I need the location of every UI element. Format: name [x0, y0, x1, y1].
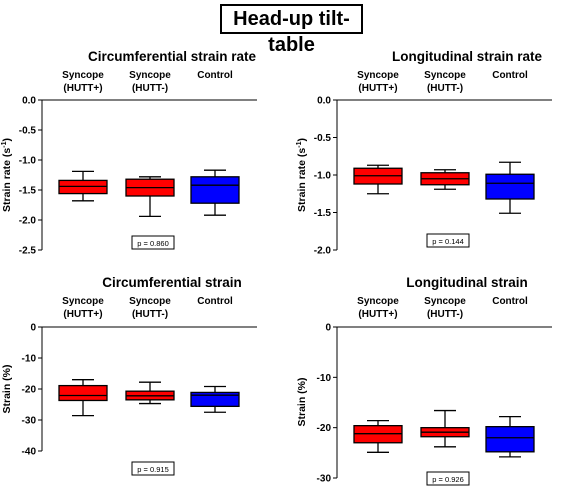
y-axis-label: Strain rate (s-1): [1, 138, 13, 212]
box-plot: [420, 169, 470, 190]
chart-panel: Circumferential strain 0 -10 -20 -30 -40 Strai…: [1, 275, 257, 476]
y-tick-label: 0.0: [22, 96, 36, 107]
box-plot: [58, 379, 108, 417]
category-label: Syncope: [62, 70, 104, 81]
category-label: Control: [492, 70, 528, 81]
category-label: Syncope: [357, 296, 399, 307]
p-value-box: [131, 235, 175, 250]
y-axis-label-main: Strain (%): [1, 364, 13, 413]
category-label: (HUTT-): [427, 309, 463, 320]
y-axis-label-main: Strain rate (s: [296, 148, 308, 212]
box-plot: [353, 419, 403, 453]
y-tick-label: -2.0: [19, 216, 37, 227]
y-tick-label: -20: [317, 423, 332, 434]
category-label: (HUTT+): [358, 83, 397, 94]
chart-title: Circumferential strain: [102, 275, 242, 290]
y-tick-label: -0.5: [314, 133, 332, 144]
y-tick-label: -1.0: [19, 156, 37, 167]
box-plot: [190, 169, 240, 216]
box-iqr: [485, 173, 535, 200]
category-label: Control: [197, 70, 233, 81]
category-label: Control: [197, 296, 233, 307]
y-tick-label: -40: [22, 447, 37, 458]
category-label: (HUTT+): [358, 309, 397, 320]
p-value-label: p = 0.144: [432, 237, 464, 246]
y-axis-label-close: ): [296, 138, 308, 142]
category-label: (HUTT-): [427, 83, 463, 94]
y-tick-label: -20: [22, 385, 37, 396]
y-tick-label: -1.0: [314, 171, 332, 182]
y-axis-label-close: ): [1, 138, 13, 142]
box-plot: [485, 161, 535, 214]
y-tick-label: -1.5: [19, 186, 37, 197]
category-label: (HUTT-): [132, 83, 168, 94]
p-value-label: p = 0.860: [137, 239, 169, 248]
y-axis-label-exponent: -1: [296, 141, 303, 147]
category-label: (HUTT+): [63, 83, 102, 94]
chart-panel: Longitudinal strain rate 0.0 -0.5 -1.0 -1.5 -…: [296, 49, 552, 257]
category-label: Syncope: [129, 70, 171, 81]
y-tick-label: -30: [317, 474, 332, 485]
box-plot: [485, 415, 535, 458]
category-label: Syncope: [62, 296, 104, 307]
y-axis-label: Strain (%): [1, 364, 13, 413]
chart-panel: Longitudinal strain 0 -10 -20 -30 Strain (%) S…: [296, 275, 552, 486]
y-axis-label-main: Strain rate (s: [1, 148, 13, 212]
box-iqr: [58, 384, 108, 402]
chart-title: Circumferential strain rate: [88, 49, 257, 64]
chart-title: Longitudinal strain: [406, 275, 528, 290]
y-tick-label: -10: [22, 354, 37, 365]
y-axis-label-main: Strain (%): [296, 377, 308, 426]
p-value-box: [426, 233, 470, 248]
category-label: (HUTT+): [63, 309, 102, 320]
box-plot: [353, 164, 403, 195]
p-value-label: p = 0.915: [137, 465, 169, 474]
y-tick-label: -2.0: [314, 246, 332, 257]
y-axis-label: Strain rate (s-1): [296, 138, 308, 212]
y-tick-label: 0: [325, 323, 331, 334]
y-tick-label: -10: [317, 373, 332, 384]
chart-title: Longitudinal strain rate: [392, 49, 543, 64]
y-tick-label: 0: [30, 323, 36, 334]
y-axis-label-exponent: -1: [1, 141, 8, 147]
category-label: Syncope: [129, 296, 171, 307]
box-plot: [190, 385, 240, 413]
p-value-box: [131, 461, 175, 476]
category-label: Syncope: [424, 296, 466, 307]
y-tick-label: 0.0: [317, 96, 331, 107]
category-label: Syncope: [424, 70, 466, 81]
y-tick-label: -0.5: [19, 126, 37, 137]
box-plot: [125, 176, 175, 218]
box-plot: [420, 409, 470, 448]
box-iqr: [485, 426, 535, 453]
box-plot: [58, 170, 108, 202]
box-plot: [125, 381, 175, 405]
p-value-label: p = 0.926: [432, 475, 464, 484]
y-tick-label: -2.5: [19, 246, 37, 257]
category-label: Control: [492, 296, 528, 307]
figure-title: Head-up tilt-table: [220, 4, 363, 56]
p-value-box: [426, 471, 470, 486]
box-iqr: [190, 176, 240, 204]
chart-panel: Circumferential strain rate 0.0 -0.5 -1.0 -1…: [1, 49, 257, 257]
box-iqr: [190, 391, 240, 408]
y-axis-label: Strain (%): [296, 377, 308, 426]
y-tick-label: -1.5: [314, 208, 332, 219]
category-label: Syncope: [357, 70, 399, 81]
category-label: (HUTT-): [132, 309, 168, 320]
y-tick-label: -30: [22, 416, 37, 427]
